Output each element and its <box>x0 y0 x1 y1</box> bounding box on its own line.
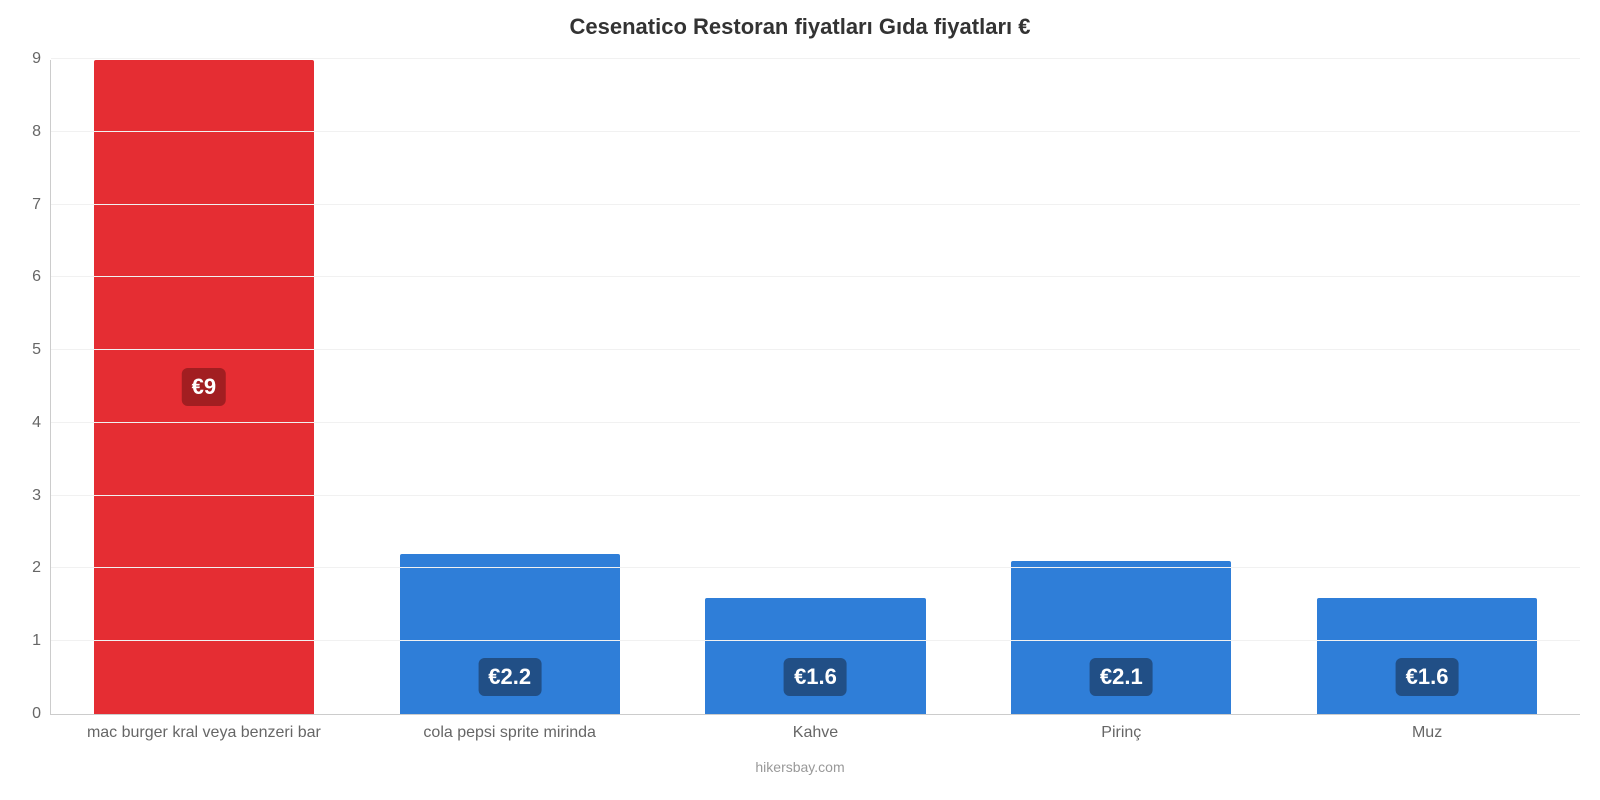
ytick-label: 4 <box>32 414 51 432</box>
gridline <box>51 204 1580 205</box>
xtick-label: cola pepsi sprite mirinda <box>423 714 596 742</box>
ytick-label: 8 <box>32 123 51 141</box>
bar-slot: €9mac burger kral veya benzeri bar <box>51 60 357 714</box>
value-badge: €2.1 <box>1090 658 1153 696</box>
value-badge: €2.2 <box>478 658 541 696</box>
xtick-label: Kahve <box>793 714 838 742</box>
bar: €1.6 <box>705 598 925 714</box>
ytick-label: 0 <box>32 705 51 723</box>
gridline <box>51 131 1580 132</box>
chart-title: Cesenatico Restoran fiyatları Gıda fiyat… <box>0 14 1600 40</box>
bars-layer: €9mac burger kral veya benzeri bar€2.2co… <box>51 60 1580 714</box>
gridline <box>51 495 1580 496</box>
ytick-label: 7 <box>32 196 51 214</box>
gridline <box>51 567 1580 568</box>
bar-slot: €1.6Muz <box>1274 60 1580 714</box>
bar-slot: €2.2cola pepsi sprite mirinda <box>357 60 663 714</box>
gridline <box>51 276 1580 277</box>
ytick-label: 2 <box>32 559 51 577</box>
ytick-label: 5 <box>32 341 51 359</box>
bar-slot: €1.6Kahve <box>663 60 969 714</box>
plot-area: €9mac burger kral veya benzeri bar€2.2co… <box>50 60 1580 715</box>
price-bar-chart: Cesenatico Restoran fiyatları Gıda fiyat… <box>0 0 1600 800</box>
xtick-label: mac burger kral veya benzeri bar <box>87 714 321 742</box>
ytick-label: 6 <box>32 268 51 286</box>
value-badge: €1.6 <box>784 658 847 696</box>
gridline <box>51 349 1580 350</box>
bar: €2.2 <box>400 554 620 714</box>
gridline <box>51 58 1580 59</box>
ytick-label: 9 <box>32 50 51 68</box>
chart-attribution: hikersbay.com <box>0 759 1600 775</box>
xtick-label: Pirinç <box>1101 714 1141 742</box>
ytick-label: 1 <box>32 632 51 650</box>
bar-slot: €2.1Pirinç <box>968 60 1274 714</box>
bar: €1.6 <box>1317 598 1537 714</box>
gridline <box>51 422 1580 423</box>
bar: €9 <box>94 60 314 714</box>
xtick-label: Muz <box>1412 714 1442 742</box>
ytick-label: 3 <box>32 487 51 505</box>
value-badge: €9 <box>182 368 226 406</box>
gridline <box>51 640 1580 641</box>
bar: €2.1 <box>1011 561 1231 714</box>
value-badge: €1.6 <box>1396 658 1459 696</box>
